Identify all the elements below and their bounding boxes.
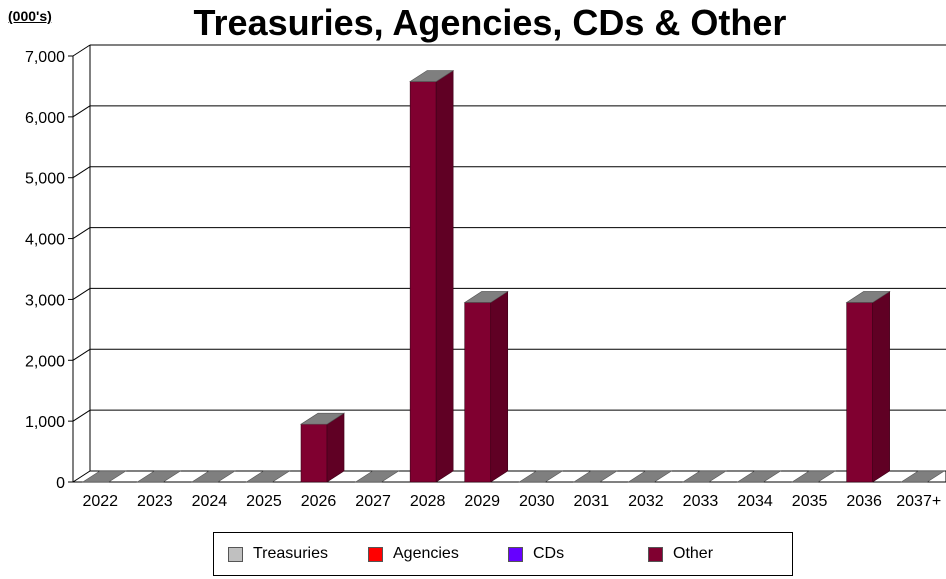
y-tick-label: 4,000 bbox=[25, 232, 65, 249]
chart-title: Treasuries, Agencies, CDs & Other bbox=[193, 2, 787, 43]
bar-top bbox=[463, 291, 509, 303]
legend-item-other: Other bbox=[648, 545, 713, 563]
x-tick-label-2022: 2022 bbox=[82, 493, 118, 510]
bar-side bbox=[326, 412, 345, 483]
bar-zero-2035 bbox=[791, 470, 837, 483]
bar-top bbox=[409, 70, 455, 82]
bar-other-2036 bbox=[845, 290, 891, 483]
gridline-diagonal bbox=[72, 348, 91, 361]
legend-item-agencies: Agencies bbox=[368, 545, 459, 563]
bar-zero-2024 bbox=[190, 470, 236, 483]
label-layer: 0 1,000 2,000 3,000 4,000 5,000 6,000 7,000 2022… bbox=[25, 49, 941, 510]
grid-layer bbox=[72, 44, 946, 422]
bar-zero-2032 bbox=[627, 470, 673, 483]
bar-other-2029 bbox=[463, 290, 509, 483]
y-tick-label: 2,000 bbox=[25, 353, 65, 370]
bar-side bbox=[435, 70, 454, 483]
legend-swatch-other bbox=[648, 546, 663, 562]
bar-layer bbox=[81, 70, 946, 483]
bar-front bbox=[300, 423, 328, 483]
x-tick-label-2024: 2024 bbox=[192, 493, 228, 510]
legend-label-treasuries: Treasuries bbox=[253, 545, 328, 562]
x-tick-label-2032: 2032 bbox=[628, 493, 664, 510]
x-tick-label-2031: 2031 bbox=[574, 493, 610, 510]
chart-floor bbox=[71, 470, 946, 483]
gridline-diagonal bbox=[72, 227, 91, 239]
bar-other-2026 bbox=[300, 412, 346, 483]
x-tick-label-2035: 2035 bbox=[792, 493, 828, 510]
bar-chart: 0 1,000 2,000 3,000 4,000 5,000 6,000 7,000 2022… bbox=[25, 44, 946, 510]
legend-item-treasuries: Treasuries bbox=[228, 545, 328, 563]
legend-swatch-agencies bbox=[368, 546, 383, 562]
legend-swatch-treasuries bbox=[228, 546, 243, 562]
x-tick-label-2025: 2025 bbox=[246, 493, 282, 510]
x-tick-label-2028: 2028 bbox=[410, 493, 446, 510]
x-tick-label-2034: 2034 bbox=[737, 493, 773, 510]
y-tick-label: 6,000 bbox=[25, 110, 65, 127]
bar-zero-2022 bbox=[81, 470, 127, 483]
gridline-diagonal bbox=[72, 44, 91, 57]
bar-zero-2025 bbox=[245, 470, 291, 483]
bar-side bbox=[490, 290, 509, 483]
bar-zero-2034 bbox=[736, 470, 782, 483]
x-tick-label-2030: 2030 bbox=[519, 493, 555, 510]
legend-swatch-cds bbox=[508, 546, 523, 562]
gridline-diagonal bbox=[72, 105, 91, 118]
gridline-diagonal bbox=[72, 288, 91, 300]
x-tick-label-2027: 2027 bbox=[355, 493, 391, 510]
bar-zero-2023 bbox=[136, 470, 182, 483]
x-tick-label-2036: 2036 bbox=[846, 493, 882, 510]
bar-top bbox=[300, 412, 346, 425]
y-tick-label: 5,000 bbox=[25, 171, 65, 188]
legend-label-agencies: Agencies bbox=[393, 545, 459, 562]
y-tick-label: 1,000 bbox=[25, 414, 65, 431]
chart-legend: Treasuries Agencies CDs Other bbox=[213, 532, 793, 576]
bar-zero-2030 bbox=[518, 470, 564, 483]
x-tick-label-2033: 2033 bbox=[683, 493, 719, 510]
legend-label-other: Other bbox=[673, 545, 714, 562]
bar-top bbox=[845, 291, 891, 303]
bar-side bbox=[872, 290, 890, 483]
y-tick-label: 7,000 bbox=[25, 49, 65, 66]
bar-zero-2027 bbox=[354, 470, 400, 483]
legend-label-cds: CDs bbox=[533, 545, 565, 562]
bar-zero-2037+ bbox=[900, 470, 946, 483]
unit-label: (000's) bbox=[8, 8, 52, 24]
y-tick-label: 0 bbox=[56, 475, 65, 492]
x-tick-label-2026: 2026 bbox=[301, 493, 337, 510]
bar-front bbox=[846, 302, 873, 483]
axis-layer bbox=[68, 45, 946, 483]
bar-other-2028 bbox=[409, 70, 455, 483]
x-tick-label-2037+: 2037+ bbox=[896, 493, 941, 510]
x-tick-label-2029: 2029 bbox=[464, 493, 500, 510]
bar-zero-2033 bbox=[681, 470, 727, 483]
bar-zero-2031 bbox=[572, 470, 618, 483]
bar-front bbox=[464, 302, 492, 483]
legend-item-cds: CDs bbox=[508, 545, 564, 563]
y-tick-label: 3,000 bbox=[25, 292, 65, 309]
x-tick-label-2023: 2023 bbox=[137, 493, 173, 510]
gridline-diagonal bbox=[72, 166, 91, 179]
gridline-diagonal bbox=[72, 409, 91, 422]
bar-front bbox=[409, 81, 437, 483]
